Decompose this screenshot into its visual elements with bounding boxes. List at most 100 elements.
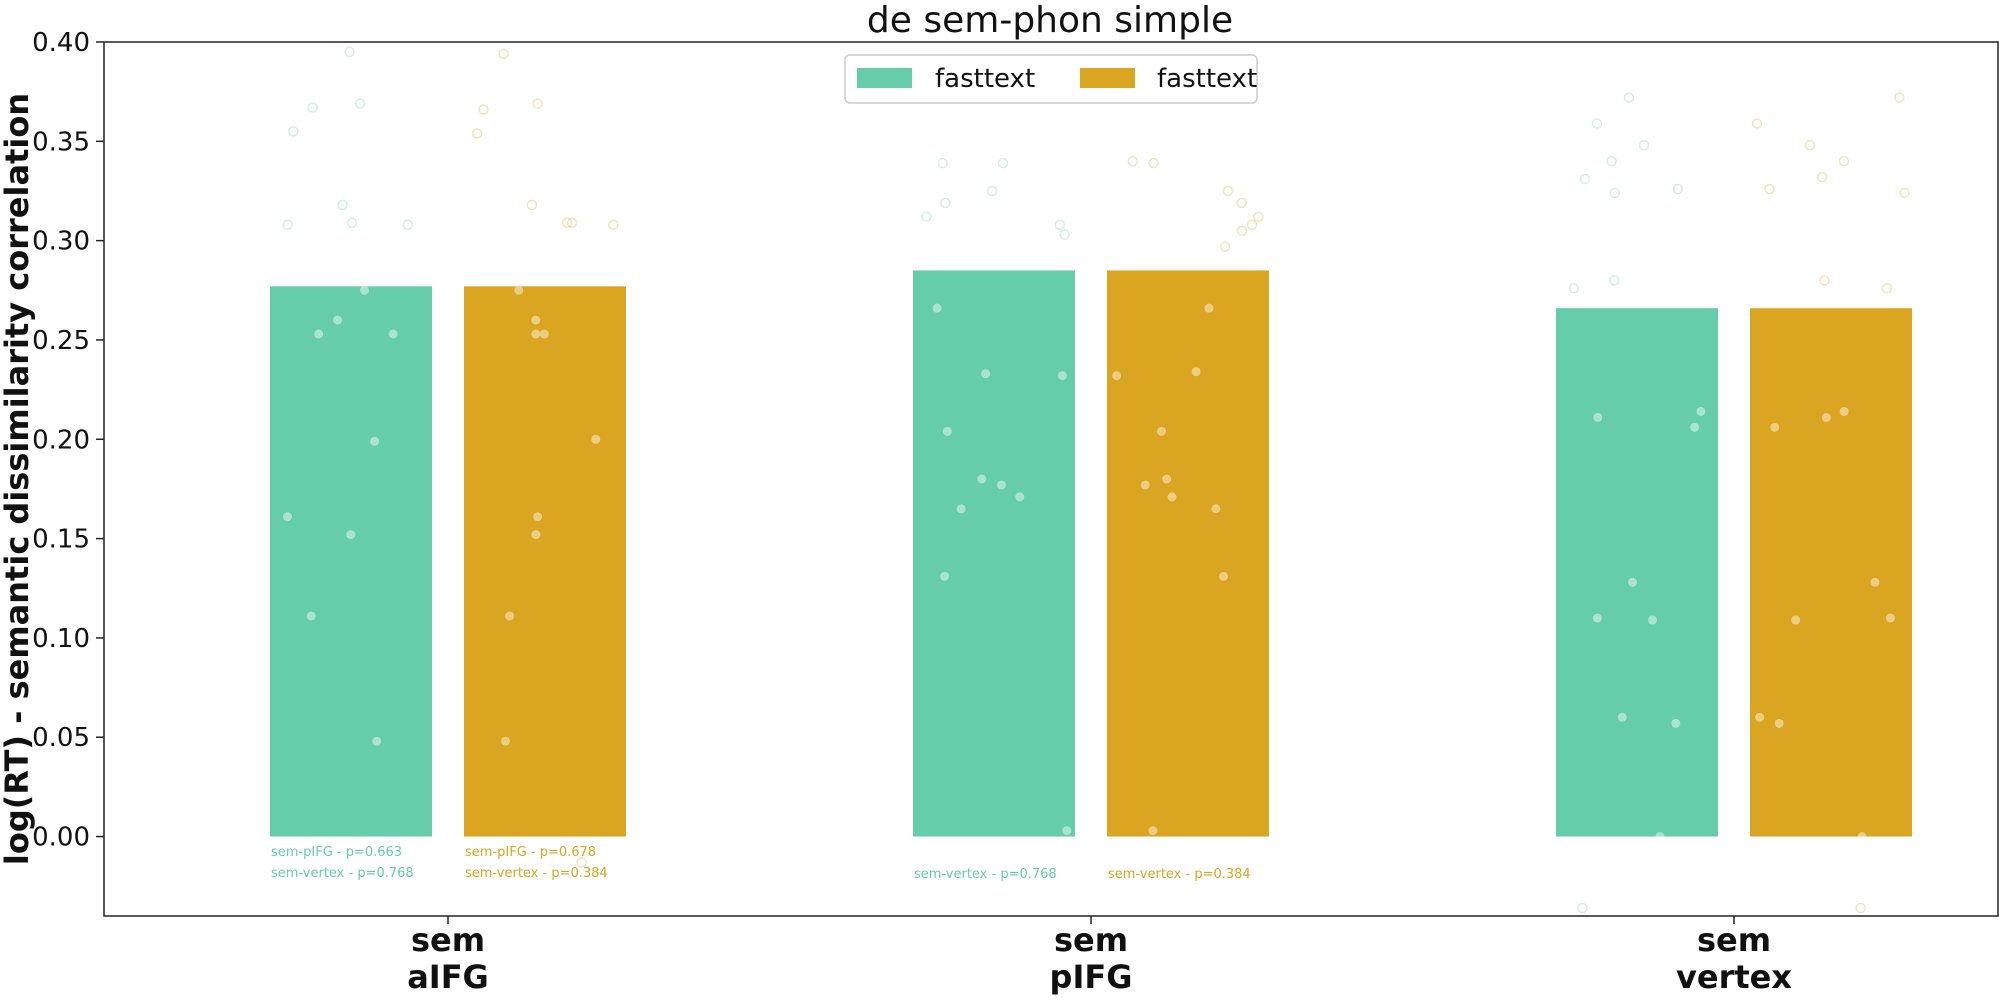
data-point [1219,571,1229,581]
data-point [354,98,366,109]
data-point [1148,826,1158,836]
y-tick-label: 0.30 [32,227,90,257]
data-point [1617,712,1627,722]
data-point [997,157,1009,169]
data-point [576,857,587,868]
y-tick-label: 0.10 [32,624,90,654]
data-point [539,329,549,339]
y-axis-ticks: 0.00 0.05 0.10 0.15 0.20 0.25 0.30 0.35 0.40 [32,28,104,853]
bar [1750,308,1912,837]
data-point [346,217,358,229]
data-point [1054,219,1066,230]
y-tick-label: 0.25 [32,326,90,356]
data-point [337,199,348,211]
legend-box [844,54,1258,104]
p-value-annotation: sem-vertex - p=0.768 [271,866,414,881]
x-category-label-line2: aIFG [407,958,489,996]
data-point [1755,712,1765,722]
scatter-points-layer [282,46,1910,914]
annotations-layer: sem-pIFG - p=0.663 sem-vertex - p=0.768 se… [271,845,1251,882]
data-point [1821,412,1831,422]
data-point [1059,229,1070,240]
data-point [1591,118,1603,129]
chart-title: de sem-phon simple [867,0,1233,41]
data-point [1839,406,1849,416]
bar [1556,308,1718,837]
data-point [1211,504,1221,514]
data-point [1638,140,1650,151]
data-point [1804,140,1816,151]
data-point [932,303,942,313]
data-point [1057,371,1067,381]
data-point [526,199,538,211]
data-point [1219,241,1231,252]
data-point [1816,171,1828,183]
data-point [471,128,483,139]
data-point [1062,826,1072,836]
data-point [1628,577,1638,587]
data-point [1655,832,1665,842]
data-point [1894,92,1905,103]
data-point [921,211,932,223]
data-point [531,530,541,540]
data-point [1577,902,1588,914]
data-point [1253,211,1264,223]
data-point [1881,283,1893,294]
data-point [1204,303,1214,313]
data-point [1191,367,1201,377]
data-point [1579,173,1591,185]
y-tick-label: 0.05 [32,723,90,753]
y-tick-label: 0.20 [32,425,90,455]
data-point [1774,718,1784,728]
bar [270,286,432,837]
data-point [1819,275,1830,286]
data-point [359,285,369,295]
data-point [937,157,948,169]
data-point [608,219,619,230]
data-point [561,217,573,229]
data-point [1127,155,1139,167]
legend-label-series-2: fasttext [1157,64,1257,94]
data-point [1157,426,1167,436]
bar [1107,270,1269,837]
data-point [1015,492,1025,502]
data-point [531,315,541,325]
data-point [997,480,1007,490]
data-point [986,185,998,197]
x-category-label-line1: sem [1697,921,1771,959]
data-point [1885,613,1895,623]
data-point [1899,187,1910,199]
data-point [288,126,299,137]
data-point [1112,371,1122,381]
data-point [478,104,489,115]
data-point [1609,275,1620,286]
data-point [1696,406,1706,416]
data-point [1148,157,1159,169]
bars-layer [270,270,1912,842]
data-point [307,102,318,113]
data-point [1770,422,1780,432]
data-point [940,197,951,209]
bar [913,270,1075,837]
y-tick-label: 0.00 [32,823,90,853]
y-axis-label: log(RT) - semantic dissimilarity correla… [0,93,36,865]
data-point [942,426,952,436]
p-value-annotation: sem-pIFG - p=0.678 [465,845,596,860]
legend: fasttext fasttext [844,54,1258,104]
p-value-annotation: sem-vertex - p=0.384 [1108,867,1251,882]
data-point [532,98,543,109]
x-category-label-line1: sem [411,921,485,959]
data-point [370,436,380,446]
data-point [1690,422,1700,432]
data-point [591,434,601,444]
data-point [514,285,524,295]
data-point [1162,474,1172,484]
data-point [531,329,541,339]
data-point [1236,225,1248,236]
data-point [956,504,966,514]
data-point [372,736,382,746]
data-point [306,611,316,621]
data-point [1838,155,1850,167]
